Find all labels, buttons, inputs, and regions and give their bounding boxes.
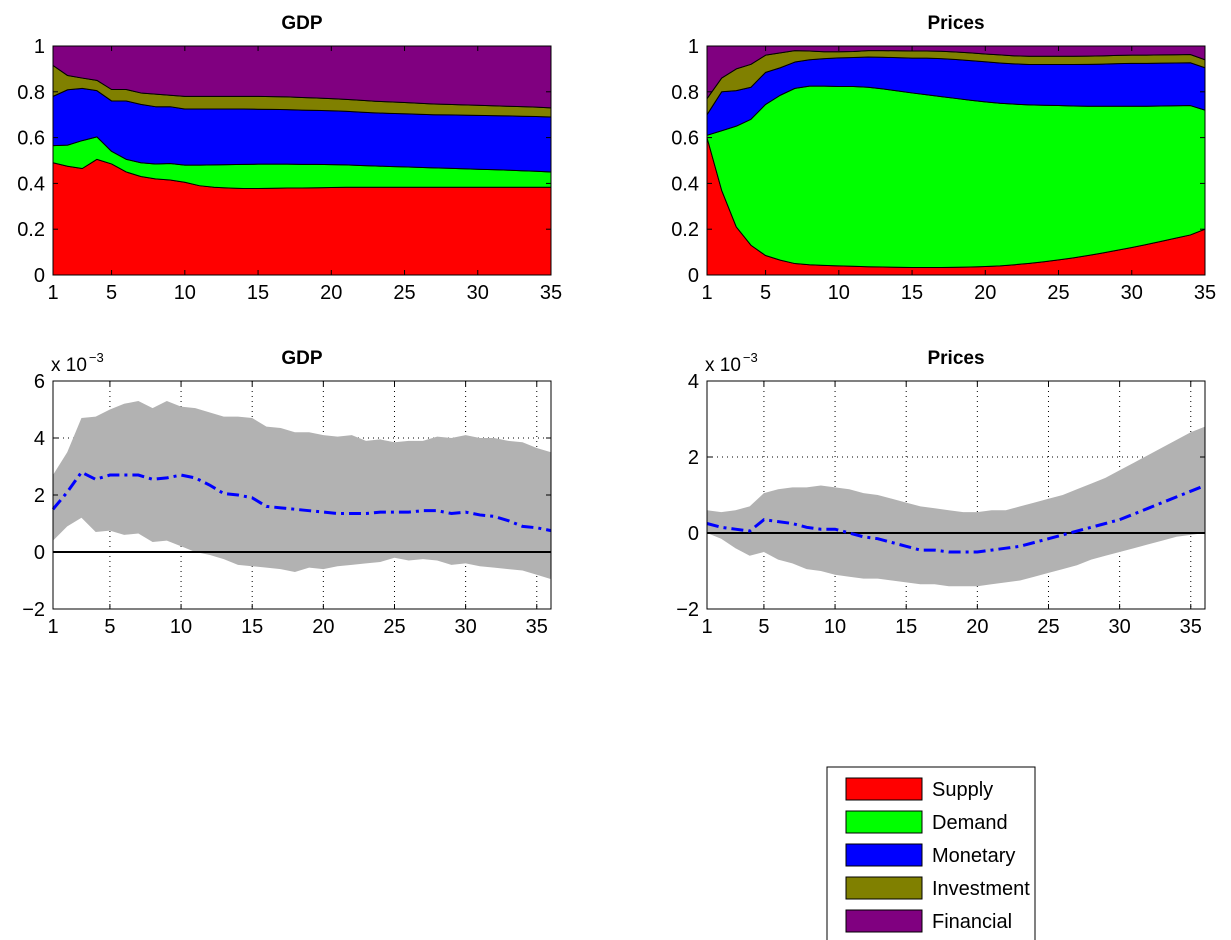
- y-multiplier-label: x 10 −3: [51, 350, 104, 376]
- y-tick-label: 4: [34, 428, 45, 450]
- y-tick-label: 0.4: [671, 173, 699, 195]
- y-tick-label: 0.8: [671, 82, 699, 104]
- axes-box: [706, 380, 1206, 610]
- x-tick-label: 15: [895, 616, 917, 638]
- legend: Supply Demand Monetary Investment Financial: [826, 766, 1036, 940]
- x-tick-label: 20: [966, 616, 988, 638]
- y-multiplier-exponent: −3: [743, 350, 758, 365]
- legend-label-demand: Demand: [932, 812, 1008, 834]
- confidence-band: [53, 400, 551, 580]
- x-tick-label: 20: [320, 282, 342, 304]
- x-tick-label: 20: [312, 616, 334, 638]
- chart-title: Prices: [927, 13, 984, 34]
- y-tick-label: 0.4: [17, 173, 45, 195]
- y-multiplier-base: x 10: [51, 355, 87, 376]
- y-tick-label: 1: [688, 36, 699, 58]
- x-tick-label: 20: [974, 282, 996, 304]
- x-tick-label: 1: [701, 282, 712, 304]
- y-tick-label: 0.2: [17, 219, 45, 241]
- legend-label-monetary: Monetary: [932, 845, 1015, 867]
- y-tick-label: −2: [676, 599, 699, 621]
- x-tick-label: 1: [701, 616, 712, 638]
- y-tick-label: 6: [34, 371, 45, 393]
- x-tick-label: 25: [1037, 616, 1059, 638]
- y-tick-label: 4: [688, 371, 699, 393]
- x-tick-label: 25: [1047, 282, 1069, 304]
- y-tick-label: 2: [688, 447, 699, 469]
- legend-swatch-monetary: [845, 843, 923, 867]
- axes-box: [706, 45, 1206, 276]
- chart-title: GDP: [281, 13, 323, 34]
- x-tick-label: 35: [1180, 616, 1202, 638]
- x-tick-label: 15: [901, 282, 923, 304]
- x-tick-label: 35: [526, 616, 548, 638]
- y-tick-label: 0.2: [671, 219, 699, 241]
- x-tick-label: 25: [383, 616, 405, 638]
- axes-box: [52, 45, 552, 276]
- area-demand: [706, 85, 1206, 268]
- legend-swatch-supply: [845, 777, 923, 801]
- legend-label-financial: Financial: [932, 911, 1012, 933]
- x-tick-label: 30: [455, 616, 477, 638]
- x-tick-label: 30: [467, 282, 489, 304]
- y-multiplier-label: x 10 −3: [705, 350, 758, 376]
- median-line: [706, 484, 1206, 554]
- y-multiplier-base: x 10: [705, 355, 741, 376]
- x-tick-label: 10: [824, 616, 846, 638]
- y-multiplier-exponent: −3: [89, 350, 104, 365]
- median-line: [51, 470, 552, 533]
- legend-swatch-investment: [845, 876, 923, 900]
- y-tick-label: 0.6: [17, 128, 45, 150]
- chart-title: GDP: [281, 348, 323, 369]
- y-tick-label: 0: [34, 265, 45, 287]
- x-tick-label: 15: [247, 282, 269, 304]
- legend-swatch-demand: [845, 810, 923, 834]
- x-tick-label: 10: [828, 282, 850, 304]
- x-tick-label: 35: [540, 282, 562, 304]
- x-tick-label: 35: [1194, 282, 1216, 304]
- x-tick-label: 1: [47, 616, 58, 638]
- y-tick-label: 0: [688, 265, 699, 287]
- x-tick-label: 10: [170, 616, 192, 638]
- x-tick-label: 5: [104, 616, 115, 638]
- x-tick-label: 30: [1109, 616, 1131, 638]
- confidence-band: [707, 426, 1205, 587]
- x-tick-label: 5: [106, 282, 117, 304]
- x-tick-label: 30: [1121, 282, 1143, 304]
- x-tick-label: 15: [241, 616, 263, 638]
- x-tick-label: 1: [47, 282, 58, 304]
- x-tick-label: 5: [758, 616, 769, 638]
- x-tick-label: 10: [174, 282, 196, 304]
- y-tick-label: 0: [688, 523, 699, 545]
- chart-title: Prices: [927, 348, 984, 369]
- legend-swatch-financial: [845, 909, 923, 933]
- y-tick-label: 0.8: [17, 82, 45, 104]
- x-tick-label: 5: [760, 282, 771, 304]
- legend-label-supply: Supply: [932, 779, 993, 801]
- y-tick-label: −2: [22, 599, 45, 621]
- legend-label-investment: Investment: [932, 878, 1030, 900]
- y-tick-label: 2: [34, 485, 45, 507]
- y-tick-label: 0: [34, 542, 45, 564]
- x-tick-label: 25: [393, 282, 415, 304]
- y-tick-label: 1: [34, 36, 45, 58]
- y-tick-label: 0.6: [671, 128, 699, 150]
